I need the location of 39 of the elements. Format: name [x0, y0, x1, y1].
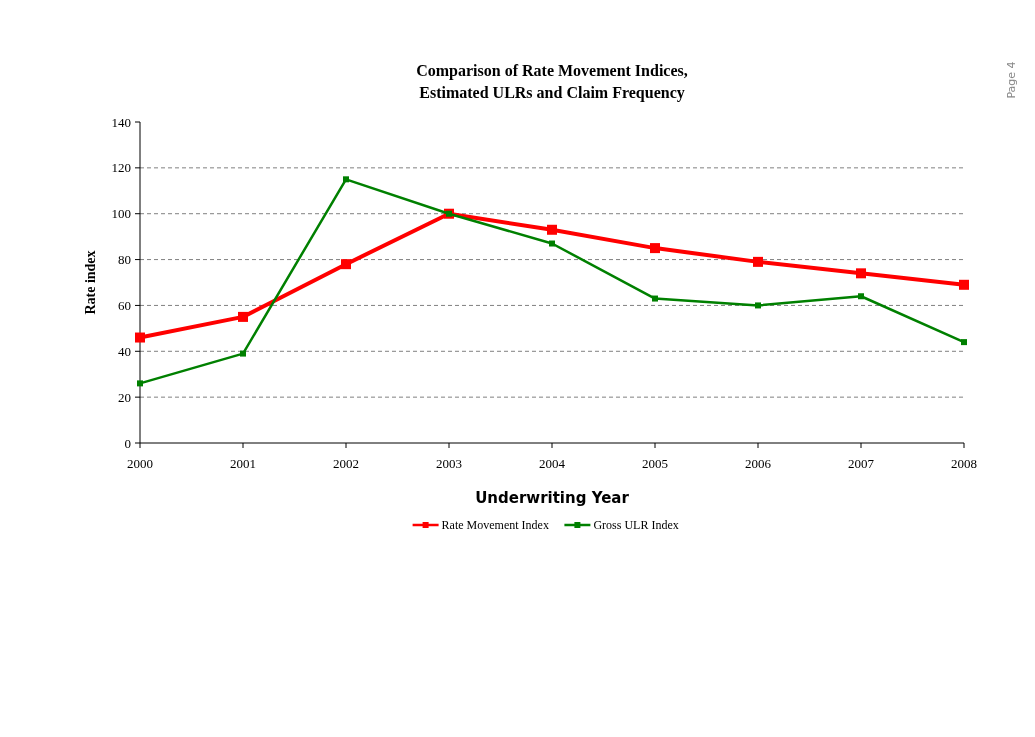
x-tick-label: 2002 [333, 456, 359, 471]
y-tick-label: 100 [111, 206, 131, 222]
y-tick-label: 20 [118, 389, 131, 405]
x-tick-label: 2001 [230, 456, 256, 471]
x-axis-title: Underwriting Year [475, 489, 630, 507]
y-tick-label: 80 [118, 252, 131, 268]
point [961, 339, 967, 346]
point [856, 268, 866, 279]
x-tick-label: 2008 [951, 456, 977, 471]
point [755, 302, 761, 309]
point [238, 311, 248, 322]
point [858, 293, 864, 300]
point [549, 240, 555, 247]
point [652, 295, 658, 302]
y-tick-label: 0 [124, 435, 131, 451]
y-tick-label: 120 [111, 160, 131, 176]
x-tick-label: 2000 [127, 456, 153, 471]
point [137, 380, 143, 387]
point [753, 256, 763, 267]
y-tick-label: 60 [118, 297, 131, 313]
point [135, 332, 145, 343]
x-tick-label: 2006 [745, 456, 772, 471]
legend-label: Rate Movement Index [441, 518, 549, 533]
x-tick-label: 2003 [436, 456, 462, 471]
point [650, 243, 660, 254]
point [547, 224, 557, 235]
point [343, 176, 349, 183]
text: Page 4 [1005, 61, 1018, 99]
x-tick-label: 2007 [848, 456, 875, 471]
y-tick-label: 40 [118, 343, 131, 359]
y-tick-label: 140 [111, 114, 131, 130]
x-tick-label: 2004 [539, 456, 566, 471]
point [240, 350, 246, 357]
legend-label: Gross ULR Index [593, 518, 679, 533]
chart-title: Comparison of Rate Movement Indices, Estimated ULRs and Claim Frequency [416, 62, 688, 102]
point [959, 279, 969, 290]
point [341, 259, 351, 270]
y-axis-title: Rate index [83, 250, 98, 315]
x-tick-label: 2005 [642, 456, 668, 471]
